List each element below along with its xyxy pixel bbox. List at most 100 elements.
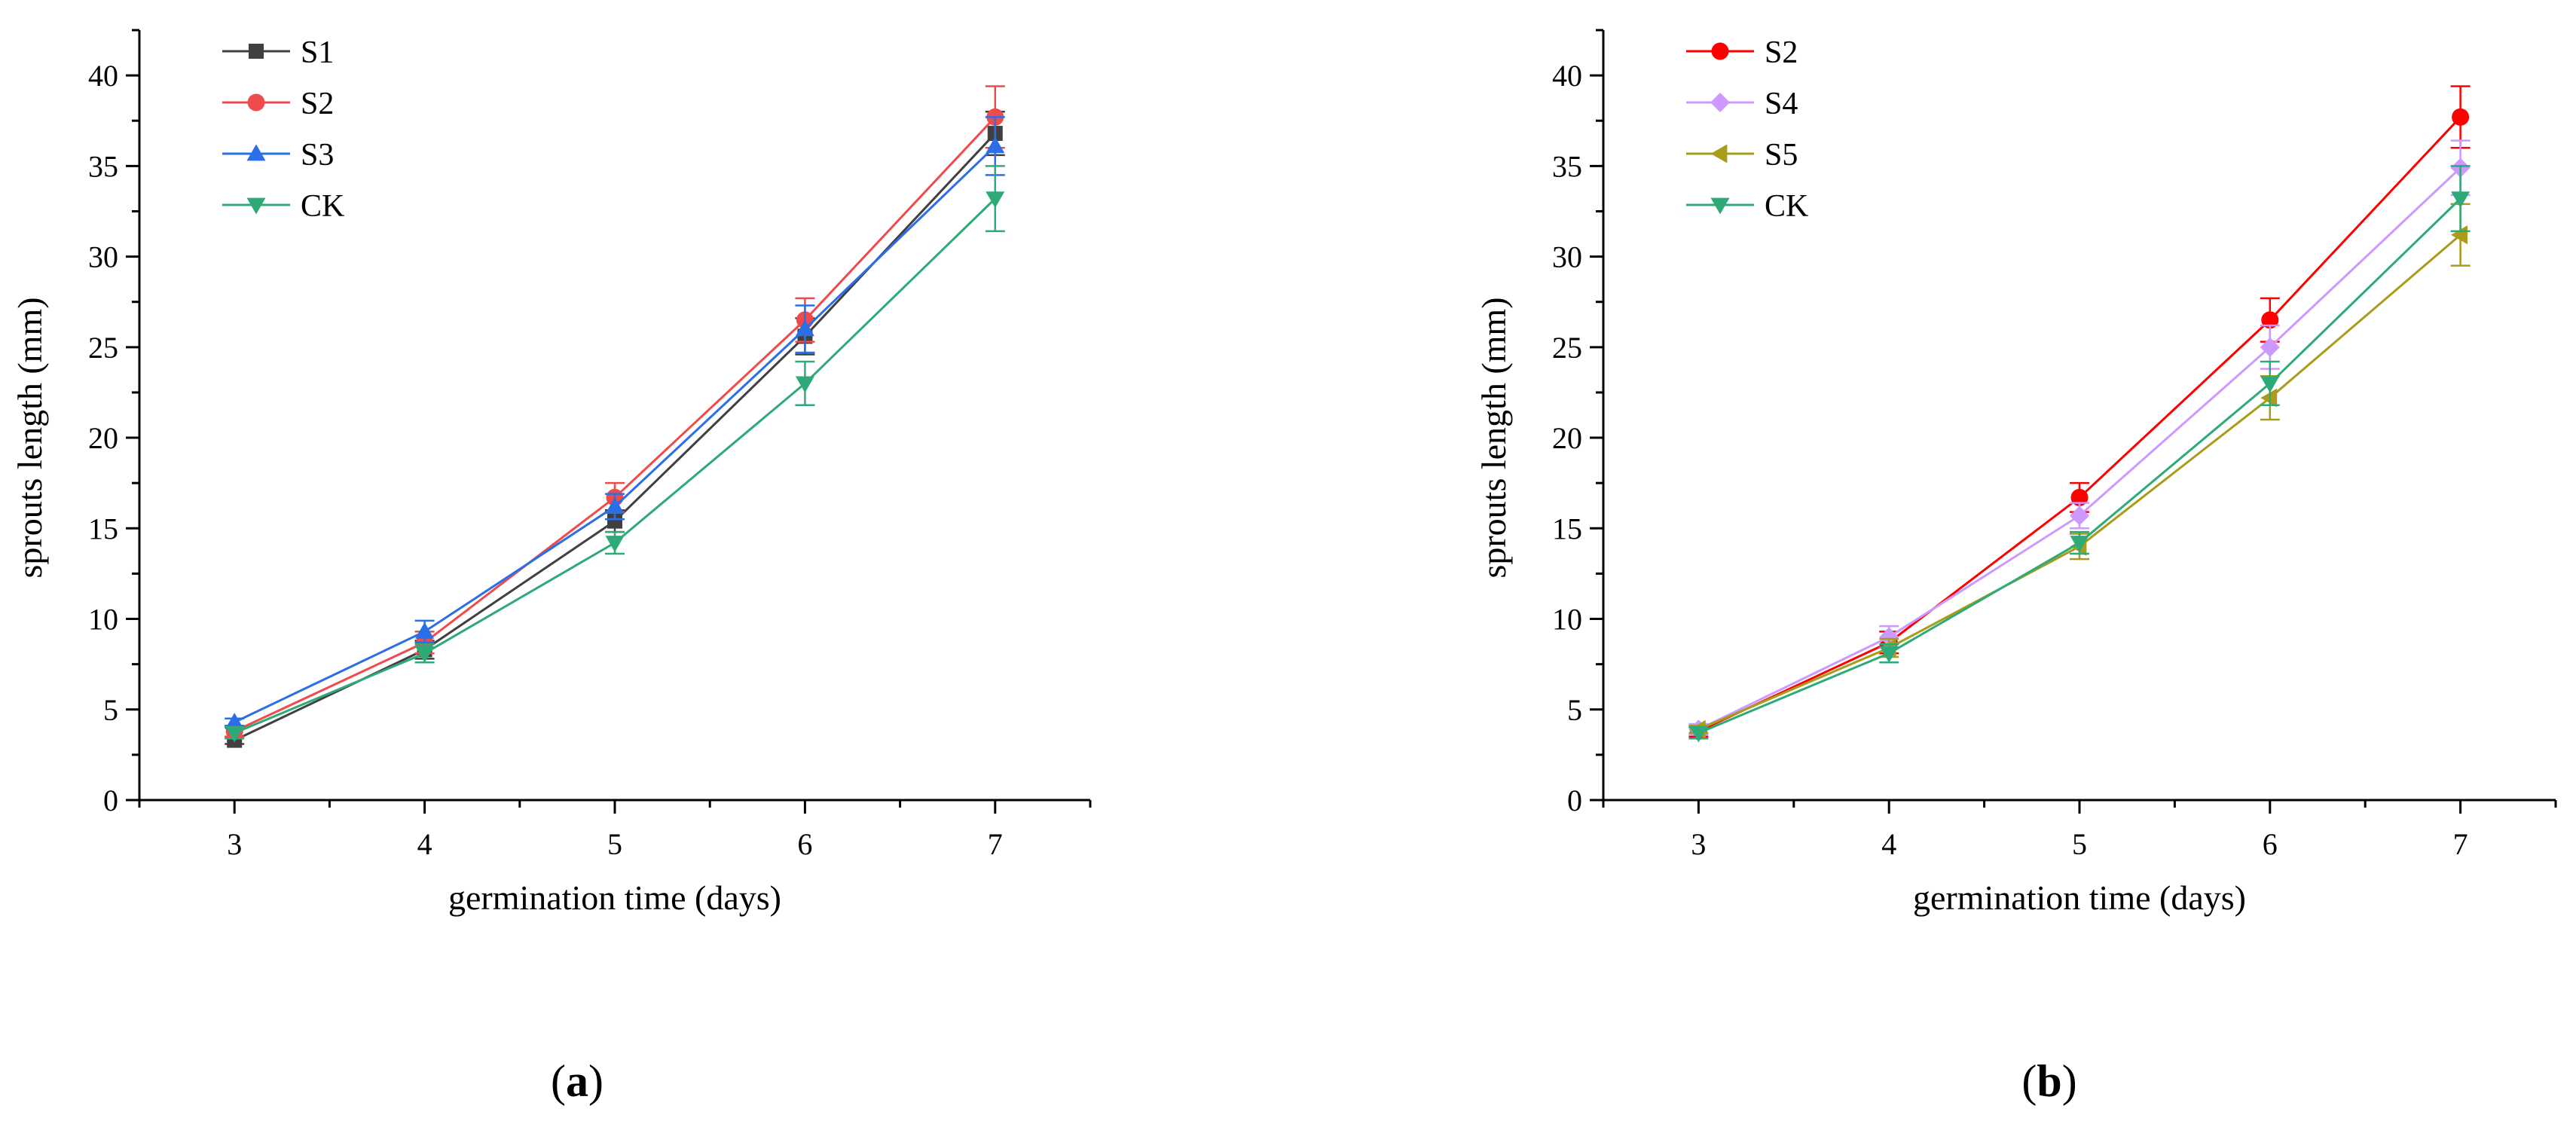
data-point: [1688, 725, 1708, 743]
legend-label: CK: [301, 189, 344, 224]
y-tick-label: 15: [88, 512, 118, 545]
x-axis-label: germination time (days): [1913, 878, 2246, 917]
legend-label: S4: [1765, 87, 1798, 121]
data-point: [415, 622, 435, 639]
series-ck: [225, 165, 1005, 743]
series-line: [1697, 116, 2461, 732]
x-tick-label: 6: [2263, 827, 2278, 861]
y-tick-label: 10: [1552, 603, 1582, 637]
data-point: [2260, 376, 2280, 393]
x-tick-label: 3: [1691, 827, 1706, 861]
series-line: [234, 116, 996, 732]
series-line: [1697, 166, 2461, 731]
chart-panel-b: 0 5 10 15 20 25 30 35 40 3 4 5 6 7 germination time (d…: [1474, 29, 2557, 1106]
legend-label: CK: [1765, 189, 1808, 224]
legend-label: S3: [301, 138, 334, 173]
y-tick-label: 0: [1567, 783, 1582, 817]
y-tick-label: 40: [88, 59, 118, 93]
x-tick-label: 5: [2072, 827, 2087, 861]
series-line: [1697, 197, 2461, 735]
legend-marker: [249, 44, 264, 59]
data-point: [2452, 108, 2470, 126]
data-point: [605, 496, 625, 514]
legend-marker: [1710, 197, 1730, 215]
data-point: [2070, 506, 2089, 526]
panel-label-letter: b: [2037, 1056, 2061, 1106]
y-tick-label: 30: [88, 240, 118, 274]
data-point: [607, 513, 622, 529]
legend-marker: [247, 93, 265, 111]
legend-item-s3: S3: [222, 138, 334, 173]
legend-item-s2: S2: [1686, 35, 1798, 70]
legend-item-s4: S4: [1686, 87, 1798, 121]
data-point: [1879, 646, 1899, 663]
data-point: [795, 319, 814, 337]
series-ck: [1688, 165, 2471, 743]
x-tick-label: 4: [1881, 827, 1896, 861]
legend-marker: [246, 144, 266, 161]
series-line: [234, 133, 996, 741]
y-tick-label: 40: [1552, 59, 1582, 93]
panel-label-close-paren: ): [2062, 1056, 2077, 1106]
series-line: [234, 197, 996, 735]
legend-item-ck: CK: [1686, 189, 1808, 224]
legend-item-s1: S1: [222, 35, 334, 70]
data-point: [2451, 191, 2471, 209]
x-tick-label: 7: [988, 827, 1003, 861]
data-point: [985, 191, 1005, 209]
x-tick-label: 3: [227, 827, 242, 861]
data-point: [2260, 337, 2280, 357]
data-point: [2070, 488, 2089, 506]
y-axis-label: sprouts length (mm): [1474, 297, 1513, 578]
legend-item-s2: S2: [222, 87, 334, 121]
data-point: [2070, 536, 2089, 553]
y-tick-label: 20: [88, 421, 118, 455]
y-tick-label: 25: [88, 331, 118, 365]
panel-label-open-paren: (: [551, 1056, 566, 1106]
data-point: [2261, 311, 2279, 329]
chart-panel-a: 0 5 10 15 20 25 30 35 40 3 4 5 6 7 germination time (d…: [11, 29, 1092, 1106]
x-tick-label: 6: [797, 827, 812, 861]
legend-label: S5: [1765, 138, 1798, 173]
data-point: [415, 646, 435, 663]
y-tick-label: 35: [88, 149, 118, 183]
legend-label: S2: [1765, 35, 1798, 70]
y-tick-label: 35: [1552, 149, 1582, 183]
series-s5: [1688, 203, 2471, 739]
y-tick-label: 25: [1552, 331, 1582, 365]
legend-item-ck: CK: [222, 189, 344, 224]
legend-label: S2: [301, 87, 334, 121]
legend-label: S1: [301, 35, 334, 70]
y-tick-label: 20: [1552, 421, 1582, 455]
panel-label: (b): [2021, 1056, 2076, 1106]
panel-label-close-paren: ): [588, 1056, 604, 1106]
legend-marker: [246, 197, 266, 215]
x-tick-label: 4: [417, 827, 432, 861]
legend-marker: [1710, 144, 1728, 163]
y-tick-label: 5: [1567, 693, 1582, 727]
x-tick-label: 7: [2453, 827, 2468, 861]
y-tick-label: 0: [103, 783, 118, 817]
y-axis-label: sprouts length (mm): [11, 297, 49, 578]
x-tick-label: 5: [607, 827, 622, 861]
y-tick-label: 5: [103, 693, 118, 727]
y-tick-label: 30: [1552, 240, 1582, 274]
panel-label: (a): [551, 1056, 604, 1106]
legend-marker: [1711, 42, 1729, 60]
legend-marker: [1710, 93, 1730, 112]
data-point: [985, 136, 1005, 154]
data-point: [795, 376, 814, 393]
data-point: [225, 713, 244, 729]
data-point: [2260, 388, 2278, 408]
x-axis-label: germination time (days): [448, 878, 781, 917]
series-s2: [225, 85, 1005, 741]
panel-label-letter: a: [566, 1056, 588, 1106]
data-point: [2451, 225, 2468, 245]
y-tick-label: 15: [1552, 512, 1582, 545]
panel-label-open-paren: (: [2021, 1056, 2037, 1106]
data-point: [225, 725, 244, 743]
series-s2: [1688, 85, 2471, 741]
y-tick-label: 10: [88, 603, 118, 637]
legend-item-s5: S5: [1686, 138, 1798, 173]
